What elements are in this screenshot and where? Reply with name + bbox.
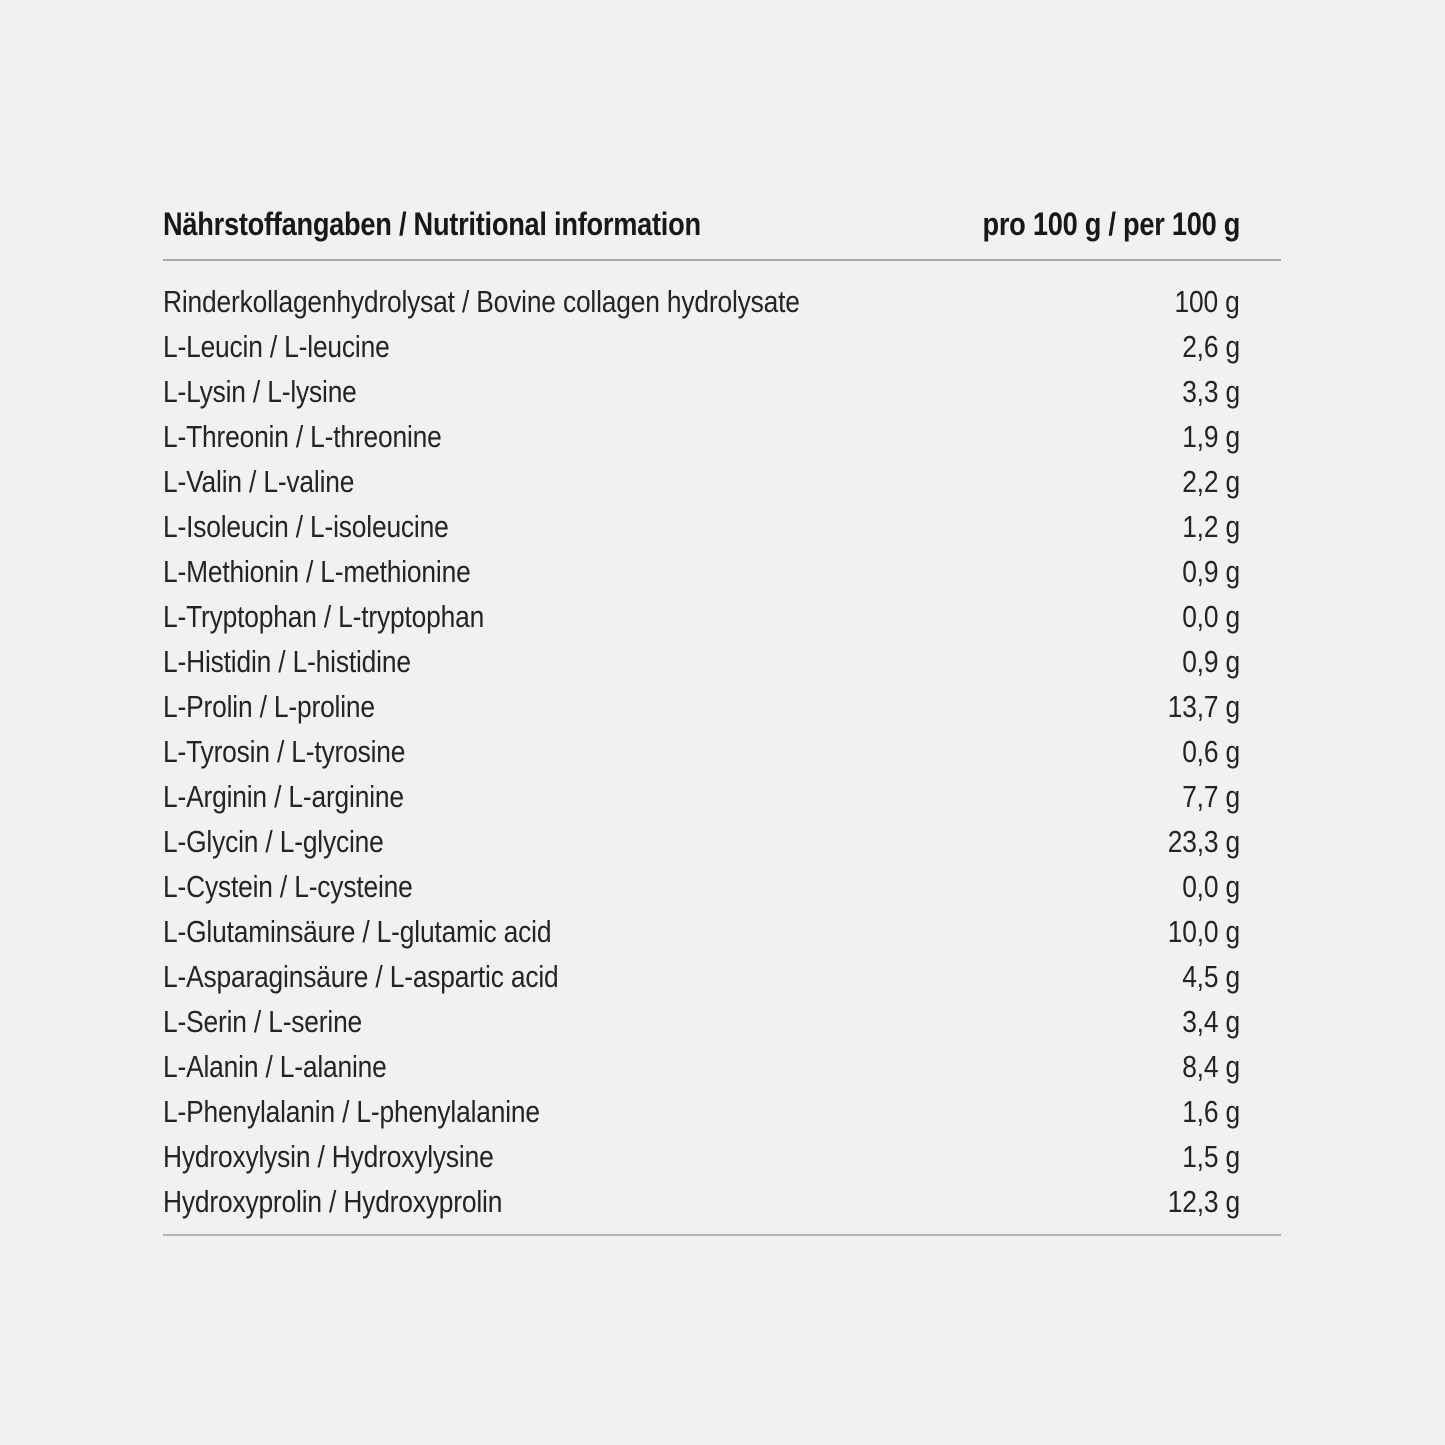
nutrient-label: Hydroxylysin / Hydroxylysine [163, 1139, 494, 1174]
nutrient-value: 0,9 g [1182, 554, 1240, 589]
nutrient-value: 3,3 g [1182, 374, 1240, 409]
nutrient-label: L-Prolin / L-proline [163, 689, 375, 724]
table-row: L-Glycin / L-glycine 23,3 g [163, 819, 1240, 864]
nutrient-label: L-Lysin / L-lysine [163, 374, 357, 409]
nutrient-value: 7,7 g [1182, 779, 1240, 814]
nutrient-label: L-Arginin / L-arginine [163, 779, 404, 814]
table-row: L-Asparaginsäure / L-aspartic acid 4,5 g [163, 954, 1240, 999]
nutrient-label: Hydroxyprolin / Hydroxyprolin [163, 1184, 503, 1219]
nutrition-header-row: Nährstoffangaben / Nutritional informati… [163, 205, 1281, 261]
nutrient-value: 0,0 g [1182, 869, 1240, 904]
table-row: L-Phenylalanin / L-phenylalanine 1,6 g [163, 1089, 1240, 1134]
nutrient-label: L-Phenylalanin / L-phenylalanine [163, 1094, 540, 1129]
nutrition-panel: Nährstoffangaben / Nutritional informati… [163, 205, 1281, 1236]
table-row: L-Methionin / L-methionine 0,9 g [163, 549, 1240, 594]
table-row: L-Cystein / L-cysteine 0,0 g [163, 864, 1240, 909]
nutrient-label: L-Glutaminsäure / L-glutamic acid [163, 914, 552, 949]
table-row: L-Threonin / L-threonine 1,9 g [163, 414, 1240, 459]
nutrient-label: L-Methionin / L-methionine [163, 554, 471, 589]
nutrient-label: L-Serin / L-serine [163, 1004, 363, 1039]
nutrient-label: L-Cystein / L-cysteine [163, 869, 413, 904]
nutrient-value: 8,4 g [1182, 1049, 1240, 1084]
table-row: L-Lysin / L-lysine 3,3 g [163, 369, 1240, 414]
nutrient-label: L-Tyrosin / L-tyrosine [163, 734, 406, 769]
nutrient-label: L-Glycin / L-glycine [163, 824, 384, 859]
nutrient-label: L-Asparaginsäure / L-aspartic acid [163, 959, 559, 994]
table-row: L-Serin / L-serine 3,4 g [163, 999, 1240, 1044]
nutrient-label: L-Threonin / L-threonine [163, 419, 442, 454]
nutrient-label: L-Alanin / L-alanine [163, 1049, 387, 1084]
nutrient-value: 0,0 g [1182, 599, 1240, 634]
nutrient-value: 2,6 g [1182, 329, 1240, 364]
nutrition-rows: Rinderkollagenhydrolysat / Bovine collag… [163, 261, 1281, 1236]
nutrient-value: 10,0 g [1167, 914, 1240, 949]
table-row: L-Prolin / L-proline 13,7 g [163, 684, 1240, 729]
nutrient-value: 1,5 g [1182, 1139, 1240, 1174]
nutrient-value: 1,2 g [1182, 509, 1240, 544]
nutrient-value: 2,2 g [1182, 464, 1240, 499]
table-row: L-Histidin / L-histidine 0,9 g [163, 639, 1240, 684]
nutrient-value: 1,6 g [1182, 1094, 1240, 1129]
nutrient-value: 100 g [1174, 284, 1240, 319]
table-row: Hydroxylysin / Hydroxylysine 1,5 g [163, 1134, 1240, 1179]
table-row: L-Arginin / L-arginine 7,7 g [163, 774, 1240, 819]
table-row: L-Isoleucin / L-isoleucine 1,2 g [163, 504, 1240, 549]
nutrient-value: 4,5 g [1182, 959, 1240, 994]
table-row: L-Alanin / L-alanine 8,4 g [163, 1044, 1240, 1089]
table-row: L-Glutaminsäure / L-glutamic acid 10,0 g [163, 909, 1240, 954]
nutrient-label: L-Tryptophan / L-tryptophan [163, 599, 485, 634]
nutrient-label: Rinderkollagenhydrolysat / Bovine collag… [163, 284, 800, 319]
nutrient-value: 0,9 g [1182, 644, 1240, 679]
nutrient-value: 0,6 g [1182, 734, 1240, 769]
nutrient-value: 13,7 g [1167, 689, 1240, 724]
nutrient-label: L-Leucin / L-leucine [163, 329, 390, 364]
nutrient-label: L-Histidin / L-histidine [163, 644, 411, 679]
nutrient-label: L-Isoleucin / L-isoleucine [163, 509, 449, 544]
nutrient-value: 12,3 g [1167, 1184, 1240, 1219]
table-row: L-Leucin / L-leucine 2,6 g [163, 324, 1240, 369]
nutrient-value: 3,4 g [1182, 1004, 1240, 1039]
table-row: L-Valin / L-valine 2,2 g [163, 459, 1240, 504]
table-row: L-Tyrosin / L-tyrosine 0,6 g [163, 729, 1240, 774]
amount-column-header: pro 100 g / per 100 g [982, 206, 1240, 242]
table-row: L-Tryptophan / L-tryptophan 0,0 g [163, 594, 1240, 639]
nutrient-value: 23,3 g [1167, 824, 1240, 859]
table-row: Rinderkollagenhydrolysat / Bovine collag… [163, 279, 1240, 324]
table-row: Hydroxyprolin / Hydroxyprolin 12,3 g [163, 1179, 1240, 1224]
nutrient-value: 1,9 g [1182, 419, 1240, 454]
nutrient-label: L-Valin / L-valine [163, 464, 355, 499]
nutrition-title: Nährstoffangaben / Nutritional informati… [163, 206, 701, 242]
